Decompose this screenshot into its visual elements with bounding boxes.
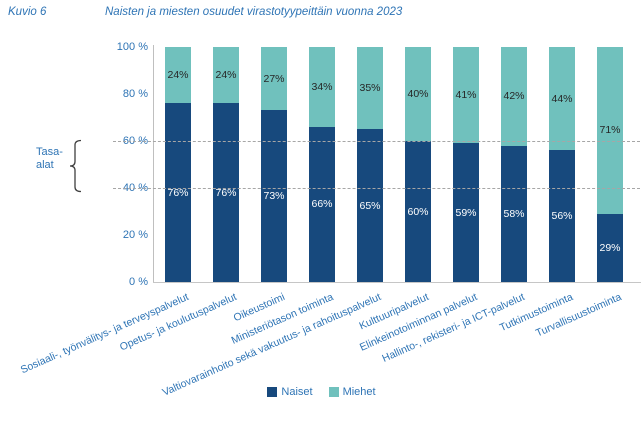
bar-segment-miehet: 40%	[405, 47, 431, 141]
naiset-value-label: 65%	[359, 199, 381, 212]
naiset-value-label: 56%	[551, 210, 573, 223]
miehet-value-label: 44%	[551, 92, 573, 105]
tasa-alat-line1: Tasa-	[36, 146, 63, 158]
bar-column-4: 34% 66%	[309, 47, 335, 282]
bar-segment-naiset: 66%	[309, 126, 335, 282]
bar-segment-naiset: 76%	[165, 103, 191, 282]
y-axis-line	[153, 45, 154, 283]
x-axis-line	[153, 282, 641, 283]
naiset-value-label: 66%	[311, 198, 333, 211]
miehet-value-label: 42%	[503, 90, 525, 103]
bar-column-7: 41% 59%	[453, 47, 479, 282]
figure-title: Naisten ja miesten osuudet virastotyypei…	[105, 6, 403, 18]
bar-column-2: 24% 76%	[213, 47, 239, 282]
miehet-value-label: 40%	[407, 88, 429, 100]
miehet-value-label: 35%	[359, 82, 381, 95]
bar-segment-naiset: 65%	[357, 129, 383, 282]
bar-segment-miehet: 24%	[165, 47, 191, 104]
naiset-value-label: 60%	[407, 205, 429, 218]
bar-segment-miehet: 24%	[213, 47, 239, 104]
bar-column-9: 44% 56%	[549, 47, 575, 282]
tasa-alat-brace-icon	[69, 139, 82, 193]
bar-segment-naiset: 60%	[405, 141, 431, 282]
y-tick-label-100: 100 %	[116, 41, 148, 53]
legend-swatch-miehet	[328, 387, 339, 397]
bar-segment-naiset: 29%	[597, 213, 623, 282]
bar-segment-miehet: 35%	[357, 47, 383, 130]
bar-segment-naiset: 59%	[453, 143, 479, 282]
legend-item-naiset: Naiset	[267, 386, 313, 398]
naiset-value-label: 59%	[455, 206, 477, 219]
naiset-value-label: 29%	[599, 241, 621, 254]
y-tick-label-80: 80 %	[122, 88, 148, 100]
naiset-value-label: 76%	[167, 186, 189, 199]
gridline-60-pct	[113, 141, 640, 142]
bar-segment-naiset: 58%	[501, 145, 527, 282]
miehet-value-label: 41%	[455, 89, 477, 102]
bar-segment-miehet: 44%	[549, 47, 575, 151]
tasa-alat-line2: alat	[36, 159, 54, 171]
y-tick-label-0: 0 %	[129, 276, 148, 288]
miehet-value-label: 71%	[599, 124, 621, 137]
bar-segment-miehet: 41%	[453, 47, 479, 144]
miehet-value-label: 27%	[263, 72, 285, 85]
tasa-alat-annotation: Tasa- alat	[36, 146, 63, 172]
figure-number: Kuvio 6	[8, 6, 47, 18]
naiset-value-label: 58%	[503, 207, 525, 220]
bar-column-8: 42% 58%	[501, 47, 527, 282]
bar-column-10: 71% 29%	[597, 47, 623, 282]
bar-segment-miehet: 27%	[261, 47, 287, 111]
legend: Naiset Miehet	[0, 386, 643, 398]
legend-swatch-naiset	[267, 387, 278, 397]
bar-column-5: 35% 65%	[357, 47, 383, 282]
x-category-label-10: Turvallisuustoiminta	[533, 291, 623, 340]
y-tick-label-20: 20 %	[122, 229, 148, 241]
bar-segment-naiset: 73%	[261, 110, 287, 282]
miehet-value-label: 24%	[167, 69, 189, 82]
bar-column-3: 27% 73%	[261, 47, 287, 282]
gridline-40-pct	[113, 188, 640, 189]
bar-segment-naiset: 56%	[549, 150, 575, 282]
bar-segment-miehet: 34%	[309, 47, 335, 127]
naiset-value-label: 73%	[263, 190, 285, 203]
legend-label: Naiset	[281, 386, 313, 398]
bar-segment-miehet: 71%	[597, 47, 623, 214]
bar-segment-miehet: 42%	[501, 47, 527, 146]
bar-segment-naiset: 76%	[213, 103, 239, 282]
legend-label: Miehet	[342, 386, 376, 398]
bar-column-6: 40% 60%	[405, 47, 431, 282]
naiset-value-label: 76%	[215, 186, 237, 199]
bar-column-1: 24% 76%	[165, 47, 191, 282]
miehet-value-label: 34%	[311, 80, 333, 93]
miehet-value-label: 24%	[215, 69, 237, 82]
legend-item-miehet: Miehet	[328, 386, 376, 398]
